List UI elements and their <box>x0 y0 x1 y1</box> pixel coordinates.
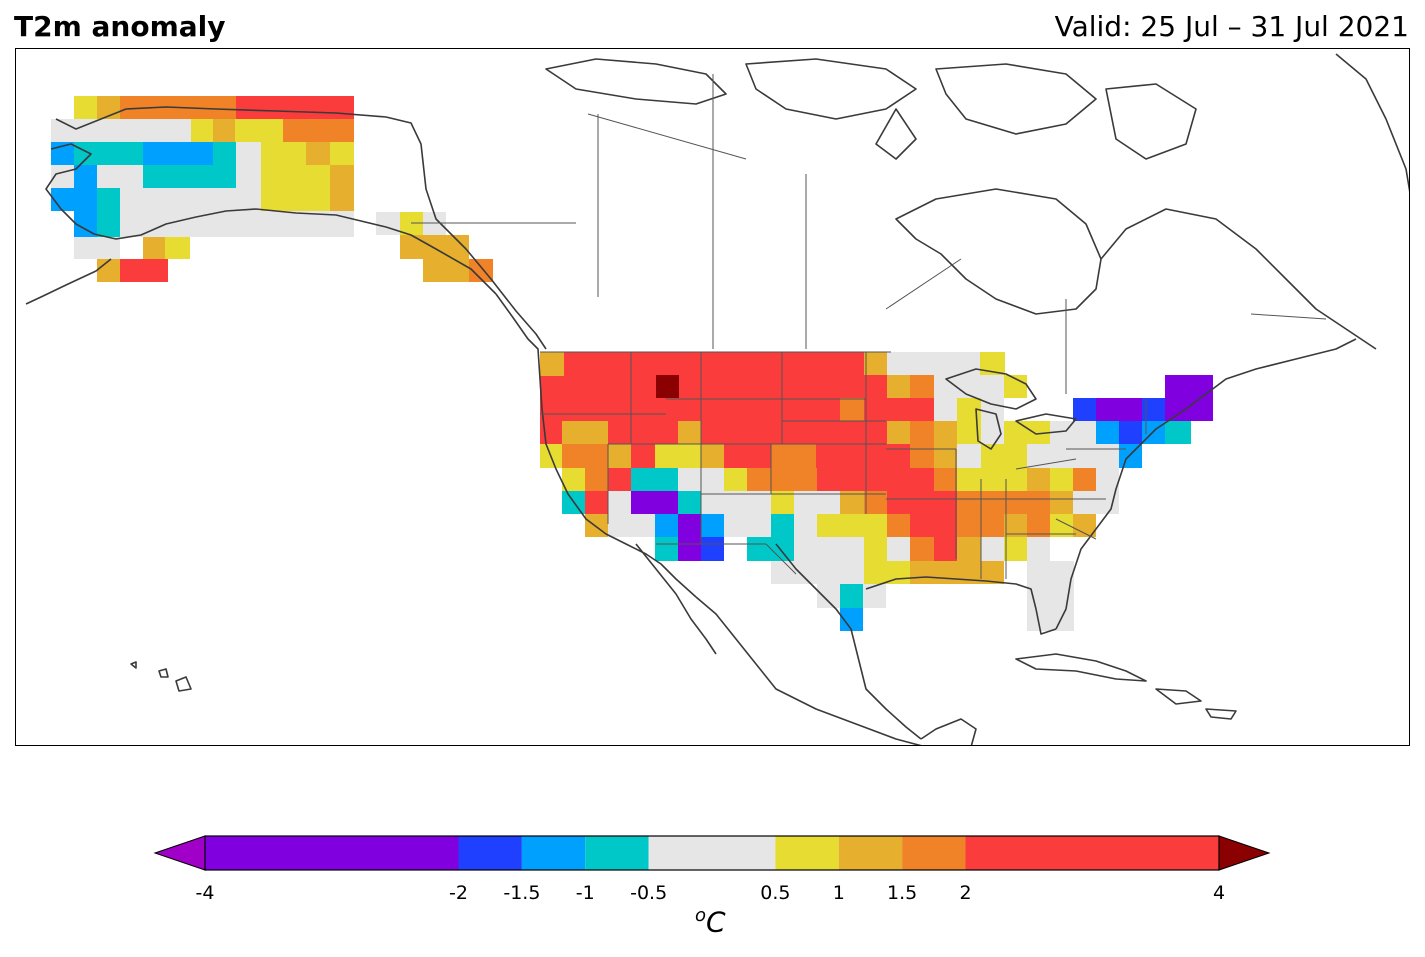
colorbar-segment <box>205 836 459 870</box>
colorbar-tick-label: -1 <box>575 882 595 904</box>
colorbar-segment <box>775 836 839 870</box>
colorbar-tick-label: 1.5 <box>887 882 918 904</box>
colorbar <box>153 835 1271 871</box>
colorbar-segment <box>585 836 649 870</box>
colorbar-outline <box>204 835 1220 871</box>
map-panel <box>15 48 1410 746</box>
colorbar-segment <box>648 836 776 870</box>
colorbar-tick-label: -2 <box>449 882 468 904</box>
colorbar-segment <box>458 836 522 870</box>
anomaly-grid <box>51 96 1213 631</box>
coastlines <box>25 53 1409 745</box>
colorbar-tick-label: -0.5 <box>630 882 668 904</box>
colorbar-unit-label: oC <box>695 905 726 939</box>
colorbar-tick-label: -1.5 <box>503 882 541 904</box>
map-title: T2m anomaly <box>14 10 226 43</box>
anomaly-map <box>25 53 1409 745</box>
colorbar-segment <box>902 836 966 870</box>
political-borders <box>411 74 1327 579</box>
colorbar-segments <box>205 836 1219 870</box>
colorbar-tick-label: 4 <box>1212 882 1226 904</box>
colorbar-tick-label: 1 <box>832 882 845 904</box>
colorbar-segment <box>521 836 586 870</box>
valid-date-range: Valid: 25 Jul – 31 Jul 2021 <box>1054 10 1409 43</box>
colorbar-segment <box>838 836 903 870</box>
colorbar-tick-label: -4 <box>195 882 215 904</box>
colorbar-tick-label: 0.5 <box>760 882 791 904</box>
colorbar-tick-label: 2 <box>959 882 972 904</box>
colorbar-segment <box>965 836 1219 870</box>
colorbar-over-arrow <box>1218 835 1271 871</box>
colorbar-under-arrow <box>153 835 206 871</box>
